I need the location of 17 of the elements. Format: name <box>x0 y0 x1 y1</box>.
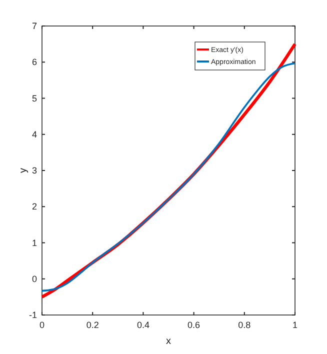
y-tick-label: 7 <box>32 21 37 31</box>
y-tick-label: 1 <box>32 238 37 248</box>
x-axis-title: x <box>166 336 171 347</box>
y-tick-label: 3 <box>32 166 37 176</box>
x-tick-label: 0.4 <box>136 320 150 330</box>
x-tick-label: 0 <box>39 320 45 330</box>
y-tick-label: 2 <box>32 202 37 212</box>
x-tick-label: 0.6 <box>188 320 200 330</box>
x-tick-label: 1 <box>292 320 298 330</box>
y-tick-label: 4 <box>32 129 37 140</box>
x-tick-label: 0.2 <box>86 320 99 330</box>
y-tick-label: 6 <box>32 57 37 68</box>
x-tick-label: 0.8 <box>238 320 251 330</box>
y-tick-label: 0 <box>32 274 37 284</box>
y-tick-label: -1 <box>28 310 37 320</box>
y-tick-label: 5 <box>32 93 37 104</box>
y-axis-title: y <box>18 168 29 173</box>
